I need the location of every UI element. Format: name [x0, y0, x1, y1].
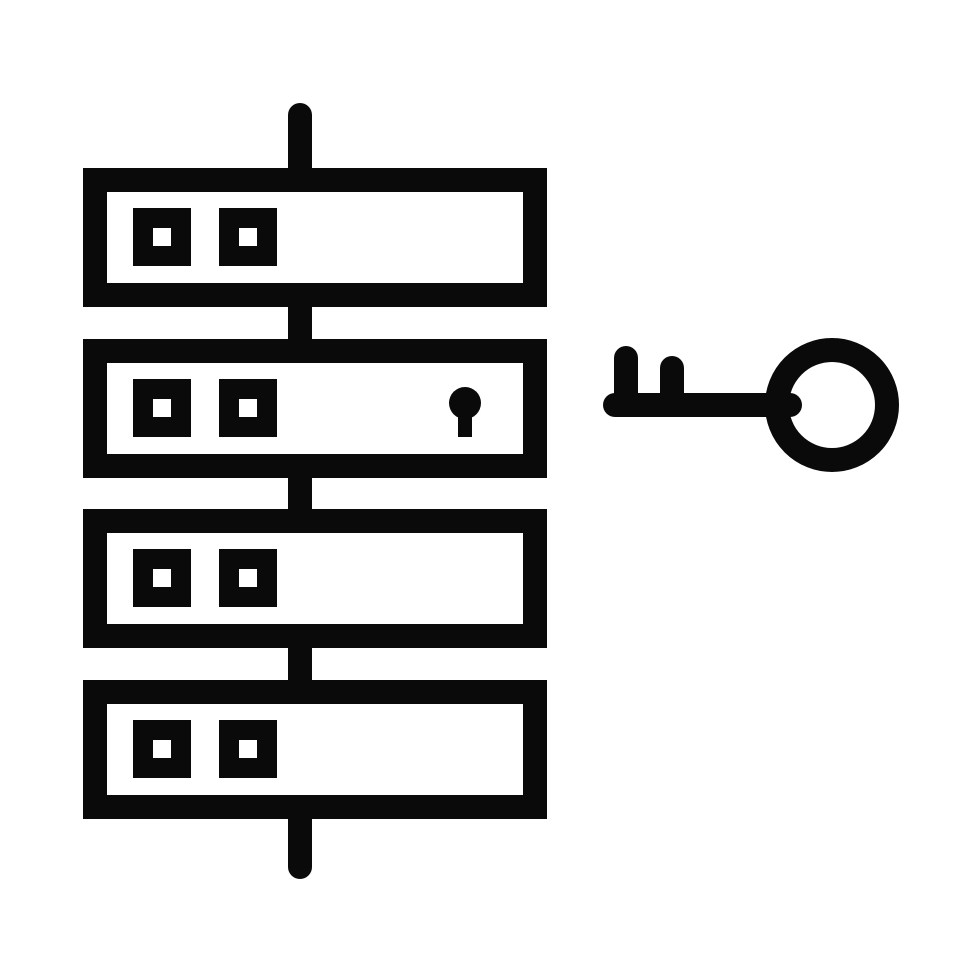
server-rack-key-icon	[0, 0, 980, 980]
